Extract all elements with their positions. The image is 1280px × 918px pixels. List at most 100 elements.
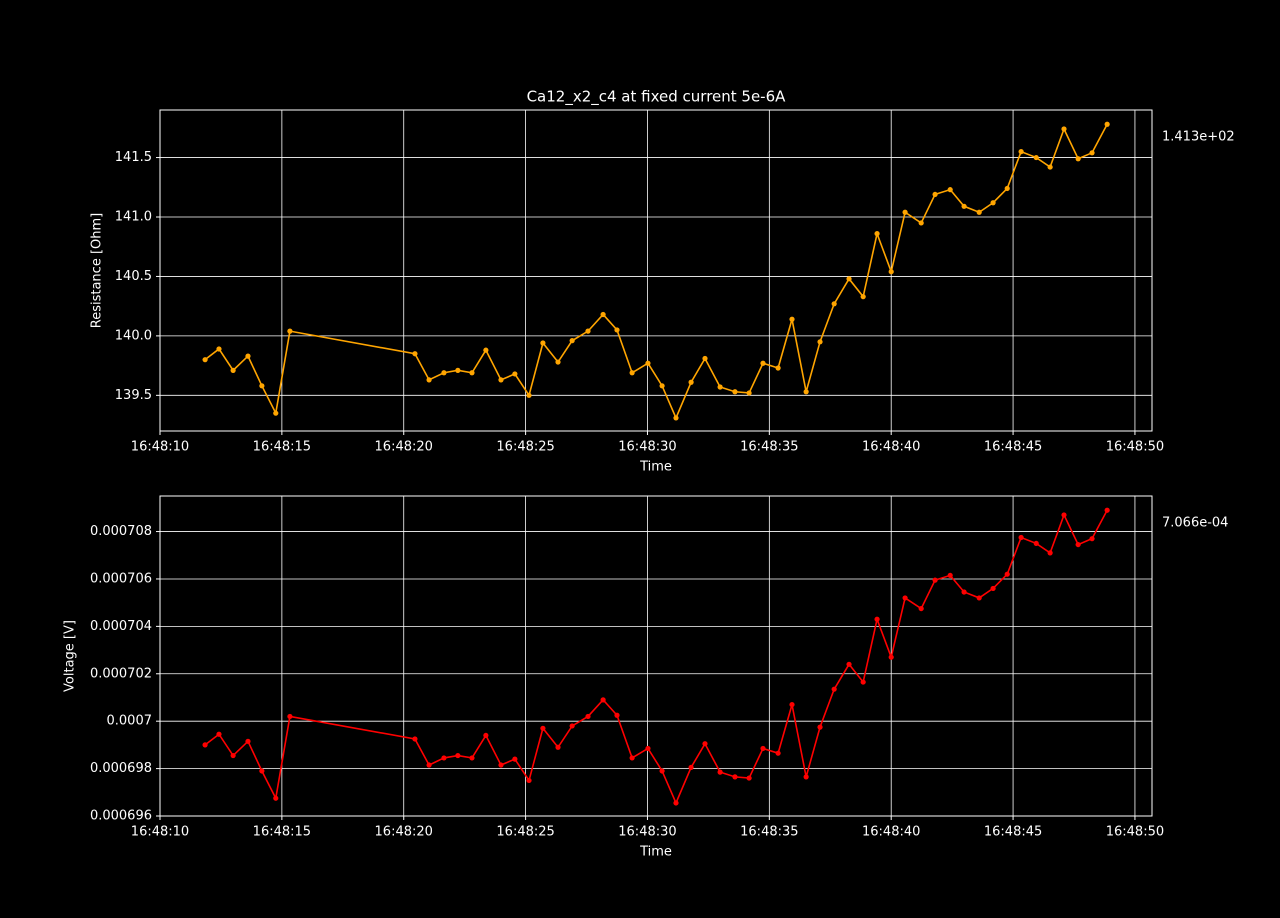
- data-point: [732, 774, 738, 780]
- data-point: [555, 359, 561, 365]
- y-tick-label: 139.5: [115, 388, 152, 403]
- data-point: [775, 750, 781, 756]
- data-point: [1089, 536, 1095, 542]
- data-point: [775, 365, 781, 371]
- data-point: [659, 383, 665, 389]
- x-axis-label: Time: [639, 460, 672, 475]
- x-tick-label: 16:48:50: [1106, 440, 1164, 455]
- data-point: [1075, 156, 1081, 162]
- data-point: [1075, 541, 1081, 548]
- data-point: [469, 755, 475, 761]
- data-point: [426, 762, 432, 768]
- data-point: [1061, 126, 1067, 132]
- data-point: [947, 572, 953, 579]
- data-point: [1018, 534, 1024, 541]
- data-point: [259, 383, 265, 389]
- data-point: [287, 328, 293, 334]
- y-tick-label: 0.0007: [107, 714, 153, 729]
- data-point: [673, 415, 679, 421]
- x-tick-label: 16:48:20: [375, 825, 433, 840]
- data-point: [760, 360, 766, 366]
- data-point: [645, 360, 651, 366]
- data-point: [659, 768, 665, 774]
- y-axis-label: Resistance [Ohm]: [90, 213, 105, 328]
- data-point: [245, 353, 251, 359]
- x-tick-label: 16:48:30: [618, 825, 676, 840]
- data-point: [1004, 185, 1010, 192]
- data-point: [600, 697, 606, 703]
- data-point: [688, 764, 694, 771]
- data-point: [498, 377, 504, 383]
- data-point: [483, 732, 489, 739]
- data-point: [412, 351, 418, 357]
- data-point: [245, 738, 251, 744]
- data-point: [673, 800, 679, 806]
- data-point: [569, 338, 575, 344]
- data-point: [202, 357, 208, 363]
- data-point: [760, 745, 766, 752]
- data-point: [614, 327, 620, 333]
- data-point: [702, 741, 708, 747]
- data-point: [512, 371, 518, 377]
- chart-title: Ca12_x2_c4 at fixed current 5e-6A: [527, 88, 787, 107]
- y-tick-label: 141.0: [115, 210, 152, 225]
- data-point: [629, 370, 635, 376]
- data-point: [1104, 121, 1110, 127]
- data-point: [961, 589, 967, 595]
- data-point: [817, 724, 823, 730]
- x-tick-label: 16:48:30: [618, 440, 676, 455]
- data-point: [932, 577, 938, 583]
- data-point: [455, 752, 461, 759]
- data-point: [540, 340, 546, 346]
- data-point: [976, 209, 982, 215]
- data-point: [1104, 507, 1110, 513]
- data-point: [1089, 150, 1095, 156]
- data-point: [918, 605, 924, 612]
- data-point: [526, 777, 532, 784]
- axes-frame: [159, 109, 1153, 432]
- data-point: [512, 756, 518, 762]
- data-point: [469, 370, 475, 376]
- data-point: [230, 752, 236, 759]
- data-point: [746, 775, 752, 781]
- data-point: [918, 220, 924, 226]
- data-point: [216, 731, 222, 737]
- data-point: [702, 355, 708, 362]
- x-tick-label: 16:48:10: [131, 825, 189, 840]
- data-point: [947, 187, 953, 193]
- data-point: [273, 410, 279, 416]
- data-point: [1047, 550, 1053, 556]
- data-point: [846, 661, 852, 667]
- data-point: [789, 701, 795, 708]
- x-tick-label: 16:48:15: [253, 440, 311, 455]
- data-point: [1047, 164, 1053, 170]
- data-point: [874, 616, 880, 622]
- data-point: [426, 377, 432, 383]
- data-point: [932, 191, 938, 198]
- data-point: [874, 231, 880, 237]
- data-point: [990, 585, 996, 592]
- data-point: [441, 370, 447, 376]
- data-point: [259, 768, 265, 774]
- data-point: [230, 367, 236, 373]
- data-point: [455, 367, 461, 373]
- x-tick-label: 16:48:45: [984, 825, 1042, 840]
- data-point: [287, 713, 293, 720]
- x-tick-label: 16:48:45: [984, 440, 1042, 455]
- data-point: [645, 745, 651, 752]
- data-point: [1033, 154, 1039, 161]
- y-tick-label: 141.5: [115, 150, 152, 165]
- x-tick-label: 16:48:10: [131, 440, 189, 455]
- data-point: [961, 203, 967, 209]
- data-point: [717, 769, 723, 775]
- data-point: [569, 723, 575, 729]
- y-tick-label: 140.5: [115, 269, 152, 284]
- annotation: 1.413e+02: [1162, 130, 1235, 145]
- data-point: [846, 276, 852, 282]
- data-point: [817, 339, 823, 345]
- y-tick-label: 0.000708: [90, 524, 152, 539]
- data-point: [526, 392, 532, 398]
- y-tick-label: 0.000702: [90, 666, 152, 681]
- x-axis-label: Time: [639, 845, 672, 860]
